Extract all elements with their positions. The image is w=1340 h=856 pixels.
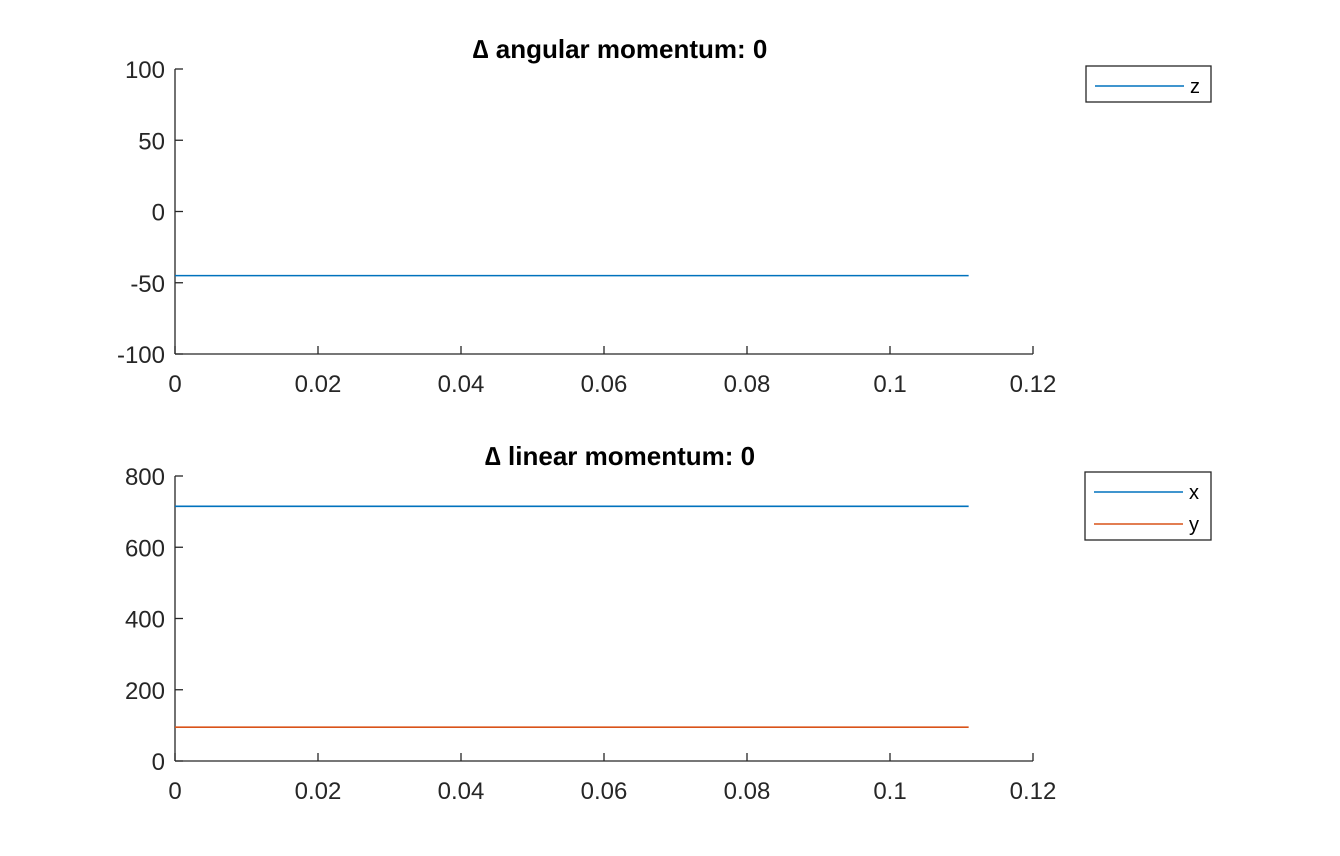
- chart-title: ∆ angular momentum: 0: [473, 34, 768, 64]
- x-tick-label: 0: [168, 778, 181, 805]
- x-tick-label: 0.08: [724, 371, 771, 398]
- y-tick-label: 400: [125, 607, 165, 634]
- y-tick-label: 600: [125, 535, 165, 562]
- x-tick-label: 0.08: [724, 778, 771, 805]
- legend-label: x: [1189, 482, 1199, 504]
- x-tick-label: 0.1: [873, 371, 906, 398]
- x-tick-label: 0.1: [873, 778, 906, 805]
- y-tick-label: -50: [130, 271, 165, 298]
- y-tick-label: 200: [125, 678, 165, 705]
- legend-label: z: [1190, 76, 1200, 98]
- y-tick-label: 800: [125, 464, 165, 491]
- y-tick-label: -100: [117, 342, 165, 369]
- x-tick-label: 0.04: [438, 371, 485, 398]
- legend-box: [1085, 65, 1212, 103]
- y-tick-label: 0: [152, 749, 165, 776]
- y-tick-label: 50: [138, 128, 165, 155]
- x-tick-label: 0.12: [1010, 778, 1057, 805]
- y-tick-label: 100: [125, 57, 165, 84]
- x-tick-label: 0.04: [438, 778, 485, 805]
- legend-box: [1084, 471, 1212, 541]
- x-tick-label: 0.06: [581, 371, 628, 398]
- y-tick-label: 0: [152, 200, 165, 227]
- x-tick-label: 0.02: [295, 778, 342, 805]
- chart-title: ∆ linear momentum: 0: [485, 441, 755, 471]
- x-tick-label: 0.06: [581, 778, 628, 805]
- x-tick-label: 0.02: [295, 371, 342, 398]
- x-tick-label: 0: [168, 371, 181, 398]
- legend-label: y: [1189, 514, 1199, 536]
- x-tick-label: 0.12: [1010, 371, 1057, 398]
